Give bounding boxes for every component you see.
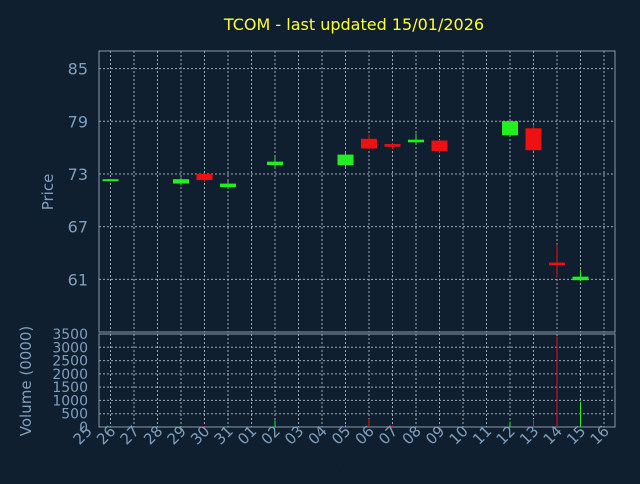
candle-body [196,173,213,181]
up-candle [220,180,236,189]
candle-body [572,276,589,281]
candles [102,121,589,282]
x-tick-label: 14 [540,422,566,448]
volume-tick-label: 3500 [52,327,88,343]
candle-body [361,138,377,149]
price-gridlines [99,51,615,332]
x-tick-label: 08 [399,422,425,448]
down-candle [361,134,377,150]
candle-body [384,144,401,147]
candle-body [173,179,189,184]
x-tick-label: 25 [70,422,96,448]
x-tick-label: 02 [258,422,284,448]
x-tick-label: 26 [93,422,119,448]
x-tick-label: 30 [187,422,213,448]
volume-gridlines [99,333,615,428]
x-tick-label: 04 [305,422,331,448]
volume-bars [110,336,581,427]
volume-tick-label: 3000 [52,340,88,356]
price-tick-label: 61 [68,270,88,289]
candle-body [502,121,518,136]
candle-body [267,161,283,166]
up-candle [102,179,119,182]
x-tick-label: 16 [587,422,613,448]
volume-tick-label: 2000 [52,367,88,383]
x-tick-label: 15 [563,422,589,448]
x-tick-label: 05 [328,422,354,448]
down-candle [196,173,213,182]
price-tick-label: 67 [68,218,88,237]
volume-tick-label: 500 [61,407,88,423]
x-tick-label: 07 [375,422,401,448]
candle-body [431,140,448,152]
candle-body [408,139,424,143]
price-tick-label: 85 [68,60,88,79]
x-tick-label: 10 [446,422,472,448]
price-y-ticks: 61 67 73 79 85 [68,60,88,290]
up-candle [267,156,283,168]
down-candle [431,139,448,153]
x-axis-label: Day [333,458,363,476]
price-tick-label: 79 [68,112,88,131]
x-tick-label: 01 [234,422,260,448]
candle-body [102,179,119,182]
up-candle [572,269,589,282]
down-candle [549,244,565,278]
x-tick-label: 09 [422,422,448,448]
x-tick-label: 28 [140,422,166,448]
up-candle [502,121,518,138]
x-tick-label: 13 [516,422,542,448]
x-tick-label: 31 [211,422,237,448]
volume-axis-label: Volume (0000) [17,326,35,436]
price-tick-label: 73 [68,165,88,184]
x-tick-label: 06 [352,422,378,448]
up-candle [408,133,424,145]
price-axis-label: Price [39,174,57,211]
candle-body [525,128,542,151]
x-tick-label: 12 [493,422,519,448]
volume-tick-label: 1500 [52,380,88,396]
volume-panel-frame [98,333,616,428]
candle-body [549,262,565,266]
down-candle [525,124,542,152]
volume-tick-label: 2500 [52,354,88,370]
x-tick-label: 27 [117,422,143,448]
volume-tick-label: 0 [79,420,88,436]
x-tick-label: 29 [164,422,190,448]
up-candle [337,151,354,167]
price-panel-frame [98,50,616,333]
candle-body [337,154,354,166]
volume-tick-label: 1000 [52,393,88,409]
x-tick-label: 03 [281,422,307,448]
candle-body [220,183,236,188]
down-candle [384,143,401,150]
up-candle [173,177,189,186]
x-tick-label: 11 [469,422,495,448]
x-axis-ticks: 2526272829303101020304050607080910111213… [70,422,613,448]
chart-title: TCOM - last updated 15/01/2026 [223,15,484,34]
